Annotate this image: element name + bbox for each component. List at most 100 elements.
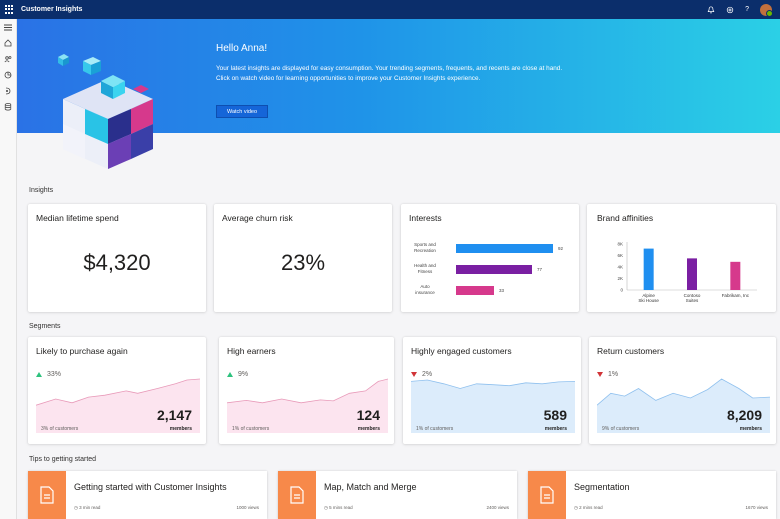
segment-percent-label: 3% of customers [41,426,79,432]
segment-percent-label: 1% of customers [416,426,454,432]
y-tick-label: 0 [620,288,623,293]
tip-card[interactable]: Segmentation ◷ 2 mins read 1670 views [528,471,776,519]
sparkline-line [227,378,388,404]
data-icon[interactable] [4,103,12,111]
segment-change: 2% [411,371,432,378]
segment-member-count: 589 [543,407,567,423]
segment-title: Return customers [597,346,665,356]
brand-bar [730,261,741,290]
hero-description: Your latest insights are displayed for e… [216,65,563,82]
sparkline-area [411,380,575,433]
cube-illustration [58,54,153,169]
segment-card[interactable]: Likely to purchase again 33% 2,147 membe… [28,337,206,444]
segment-card[interactable]: High earners 9% 124 members 1% of custom… [219,337,394,444]
brand-bar [643,248,654,290]
tip-views: 2400 views [486,505,509,510]
hero-greeting: Hello Anna! [216,43,268,54]
interest-label: Auto insurance [415,284,435,295]
tip-title: Map, Match and Merge [324,482,417,492]
insights-heading: Insights [29,187,54,194]
sparkline-area [597,379,770,433]
card-title: Median lifetime spend [36,213,119,223]
hero-banner: Hello Anna! Your latest insights are dis… [17,19,780,169]
people-icon[interactable] [4,55,12,63]
bell-icon[interactable] [707,5,715,14]
tip-views: 1000 views [236,505,259,510]
measures-icon[interactable] [4,87,12,95]
interest-value: 33 [499,288,505,293]
tip-read-time: ◷ 2 mins read [574,505,603,510]
median-lifetime-spend-value: $4,320 [83,250,151,275]
document-icon [28,471,66,519]
y-tick-label: 8K [617,242,623,247]
average-churn-risk-card[interactable]: Average churn risk 23% [214,204,392,312]
sparkline-line [597,378,770,406]
trend-up-icon [227,371,233,377]
segment-member-count: 124 [356,407,380,423]
app-launcher-icon[interactable] [5,4,15,15]
interest-bar [456,244,553,253]
y-tick-label: 2K [617,276,623,281]
avatar[interactable] [760,3,773,17]
segments-heading: Segments [29,323,61,330]
watch-video-button[interactable]: Watch video [216,105,268,118]
y-tick-label: 6K [617,253,623,258]
interests-card[interactable]: Interests Sports and Recreation 92 Health… [401,204,579,312]
interest-bar [456,286,494,295]
sparkline-area [36,379,200,433]
x-tick-label: Suites [686,298,699,303]
sparkline-line [411,379,575,389]
card-title: Brand affinities [597,213,654,223]
tip-title: Segmentation [574,482,630,492]
segment-title: High earners [227,346,276,356]
document-icon [278,471,316,519]
segment-title: Highly engaged customers [411,346,512,356]
segments-icon[interactable] [4,71,12,79]
segment-change: 9% [227,371,248,378]
segment-members-label: members [169,426,192,432]
x-tick-label: Fabrikam, Inc [722,293,750,298]
sparkline-area [227,379,388,433]
card-title: Interests [409,213,442,223]
interest-label: Health and Fitness [414,263,436,274]
home-icon[interactable] [4,39,12,47]
x-tick-label: Contoso [684,293,701,298]
trend-down-icon [411,371,417,377]
segment-sparkline [227,378,388,433]
tip-card[interactable]: Map, Match and Merge ◷ 5 mins read 2400 … [278,471,517,519]
segment-sparkline [597,378,770,433]
y-tick-label: 4K [617,265,623,270]
segment-card[interactable]: Return customers 1% 8,209 members 9% of … [589,337,776,444]
interest-label: Sports and Recreation [414,242,436,253]
tip-read-time: ◷ 3 min read [74,505,101,510]
brand-bar [687,258,697,290]
interest-bar [456,265,532,274]
top-bar: Customer Insights ? [0,0,780,19]
tips-heading: Tips to getting started [29,456,97,463]
x-tick-label: Alpine [642,293,655,298]
help-icon[interactable]: ? [745,6,749,13]
x-tick-label: Ski House [638,298,659,303]
average-churn-risk-value: 23% [280,250,326,275]
segment-change: 33% [36,371,61,378]
segment-member-count: 2,147 [156,407,192,423]
tip-read-time: ◷ 5 mins read [324,505,353,510]
segment-percent-label: 1% of customers [232,426,270,432]
app-title[interactable]: Customer Insights [21,6,83,13]
segment-members-label: members [544,426,567,432]
gear-icon[interactable] [726,6,734,14]
hamburger-icon[interactable] [4,24,12,31]
tip-card[interactable]: Getting started with Customer Insights ◷… [28,471,267,519]
brand-affinities-card[interactable]: Brand affinities 8K 6K 4K 2K 0 Alpine Ski Hous… [587,204,776,312]
document-icon [528,471,566,519]
segment-members-label: members [739,426,762,432]
segment-member-count: 8,209 [726,407,762,423]
trend-down-icon [597,371,603,377]
segment-card[interactable]: Highly engaged customers 2% 589 members … [403,337,581,444]
left-nav [0,19,17,519]
tip-title: Getting started with Customer Insights [74,482,227,492]
interest-value: 77 [537,267,543,272]
segment-change: 1% [597,371,618,378]
median-lifetime-spend-card[interactable]: Median lifetime spend $4,320 [28,204,206,312]
